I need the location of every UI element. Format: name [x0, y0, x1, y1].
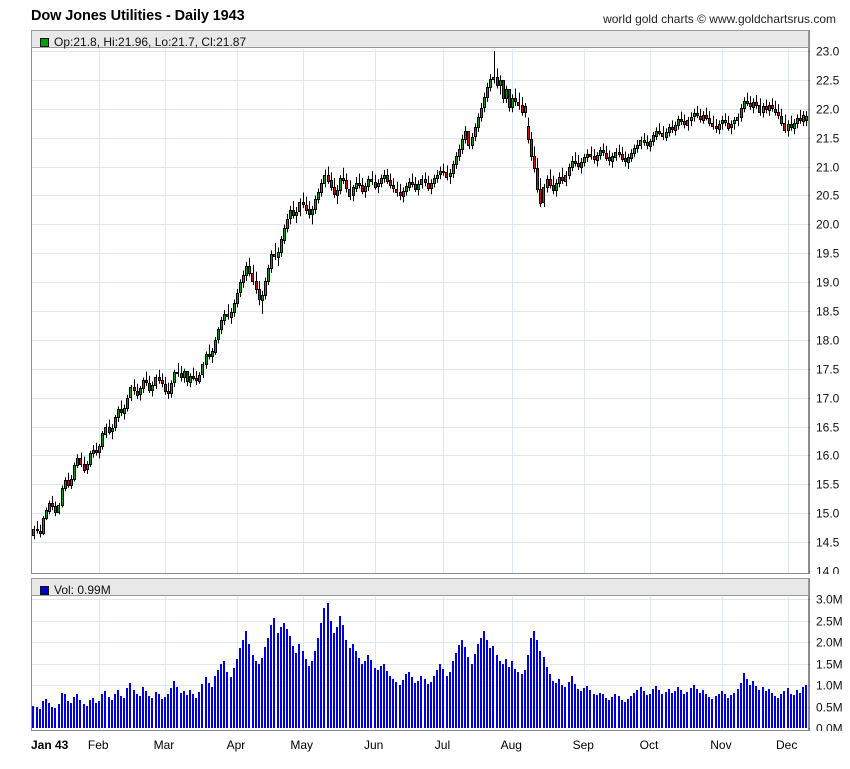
svg-text:2.5M: 2.5M [816, 615, 843, 629]
x-axis-label-apr: Apr [226, 738, 246, 752]
x-axis-label-oct: Oct [639, 738, 659, 752]
svg-text:21.0: 21.0 [816, 161, 840, 175]
x-axis-label-mar: Mar [153, 738, 175, 752]
svg-text:23.0: 23.0 [816, 45, 840, 59]
svg-text:22.5: 22.5 [816, 74, 840, 88]
svg-text:16.0: 16.0 [816, 449, 840, 463]
svg-text:20.5: 20.5 [816, 189, 840, 203]
svg-text:21.5: 21.5 [816, 132, 840, 146]
volume-legend-swatch [40, 586, 49, 595]
price-legend-bar: Op:21.8, Hi:21.96, Lo:21.7, Cl:21.87 [31, 30, 809, 49]
svg-text:14.5: 14.5 [816, 536, 840, 550]
x-axis-label-may: May [290, 738, 313, 752]
x-axis-label-jun: Jun [363, 738, 384, 752]
x-axis-label-jul: Jul [434, 738, 451, 752]
volume-axis: 0.0M 0.5M 1.0M 1.5M 2.0M 2.5M 3.0M [809, 578, 843, 732]
price-axis: 14.0 14.5 15.0 15.5 16.0 16.5 17.0 17.5 18.0 18.5… [809, 30, 840, 575]
svg-text:15.5: 15.5 [816, 478, 840, 492]
x-axis-label-feb: Feb [87, 738, 109, 752]
x-axis-label-aug: Aug [500, 738, 522, 752]
volume-panel [31, 578, 809, 731]
volume-chart-plot [32, 597, 808, 730]
svg-text:0.0M: 0.0M [816, 722, 843, 732]
svg-text:1.5M: 1.5M [816, 658, 843, 672]
svg-text:19.0: 19.0 [816, 276, 840, 290]
svg-text:3.0M: 3.0M [816, 593, 843, 607]
svg-text:2.0M: 2.0M [816, 636, 843, 650]
svg-text:20.0: 20.0 [816, 218, 840, 232]
x-axis-label-sep: Sep [572, 738, 594, 752]
svg-text:0.5M: 0.5M [816, 701, 843, 715]
svg-text:18.5: 18.5 [816, 305, 840, 319]
svg-text:1.0M: 1.0M [816, 679, 843, 693]
page-title: Dow Jones Utilities - Daily 1943 [31, 8, 245, 24]
price-chart-plot [32, 49, 808, 573]
price-legend-label: Op:21.8, Hi:21.96, Lo:21.7, Cl:21.87 [54, 35, 247, 49]
svg-text:14.0: 14.0 [816, 565, 840, 575]
svg-text:22.0: 22.0 [816, 103, 840, 117]
price-panel [31, 30, 809, 574]
svg-text:17.5: 17.5 [816, 363, 840, 377]
svg-text:18.0: 18.0 [816, 334, 840, 348]
svg-text:17.0: 17.0 [816, 392, 840, 406]
x-axis-label-dec: Dec [775, 738, 798, 752]
price-legend-swatch [40, 38, 49, 47]
volume-legend-bar: Vol: 0.99M [31, 578, 809, 597]
svg-text:16.5: 16.5 [816, 421, 840, 435]
x-axis-label-nov: Nov [710, 738, 732, 752]
svg-text:15.0: 15.0 [816, 507, 840, 521]
svg-text:19.5: 19.5 [816, 247, 840, 261]
attribution-text: world gold charts © www.goldchartsrus.co… [603, 12, 836, 26]
volume-legend-label: Vol: 0.99M [54, 583, 111, 597]
x-axis-label-jan-43: Jan 43 [31, 738, 69, 752]
